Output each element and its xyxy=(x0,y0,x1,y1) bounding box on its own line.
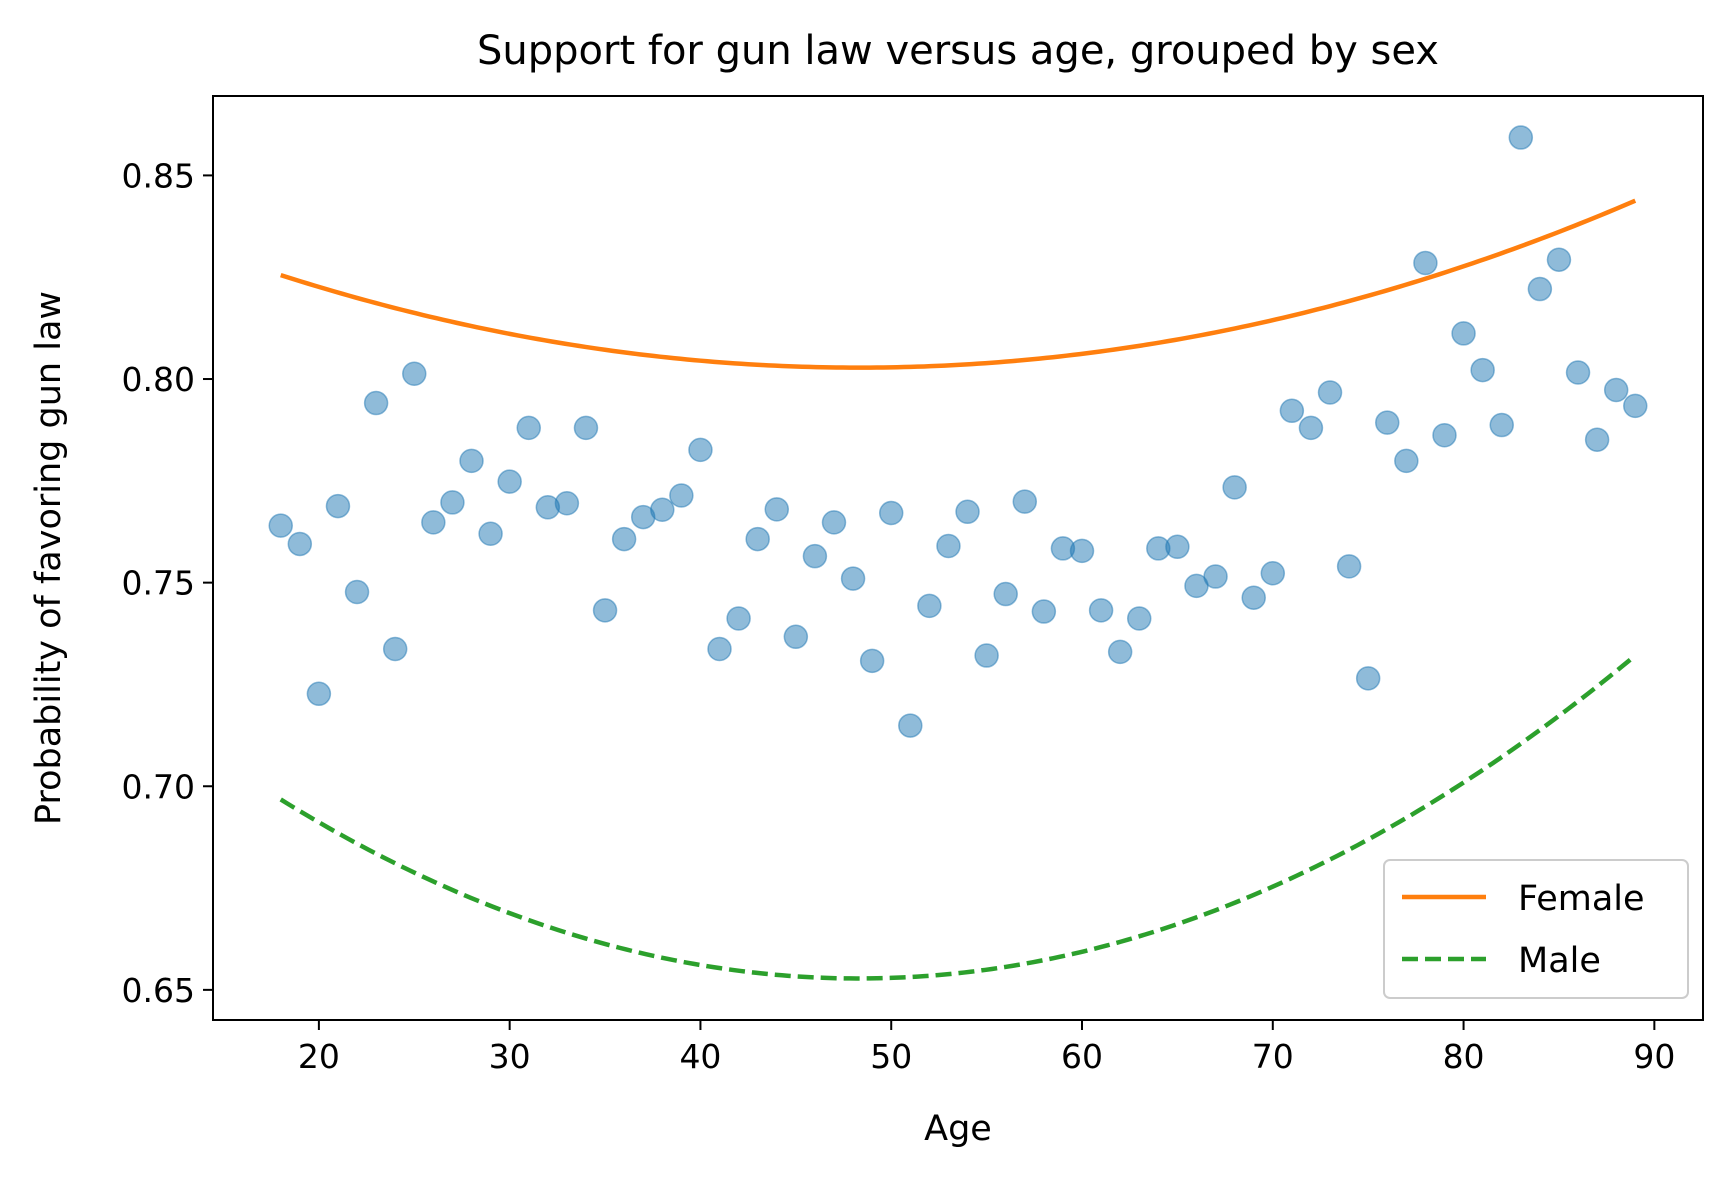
legend-female-label: Female xyxy=(1518,879,1645,919)
scatter-point xyxy=(1355,666,1381,691)
scatter-point xyxy=(1336,554,1362,579)
scatter-point xyxy=(1527,276,1553,302)
x-tick-label: 20 xyxy=(298,1037,340,1076)
scatter-point xyxy=(382,636,408,662)
scatter-point xyxy=(878,500,904,526)
scatter-point xyxy=(726,606,751,631)
scatter-point xyxy=(1012,489,1038,514)
x-tick-label: 40 xyxy=(679,1037,721,1076)
y-tick-label: 0.85 xyxy=(122,156,195,195)
scatter-point xyxy=(592,598,618,623)
plot-area xyxy=(268,125,1648,981)
scatter-point xyxy=(363,390,389,416)
scatter-point xyxy=(611,526,637,552)
scatter-point xyxy=(1317,380,1343,405)
scatter-point xyxy=(459,448,484,474)
scatter-point xyxy=(650,497,675,522)
scatter-point xyxy=(1298,415,1324,441)
scatter-point xyxy=(1565,360,1591,385)
legend-box xyxy=(1383,859,1689,999)
scatter-point xyxy=(1222,475,1247,500)
axes-frame xyxy=(212,95,1704,1021)
x-tick-label: 80 xyxy=(1443,1037,1485,1076)
scatter-point xyxy=(1107,639,1133,665)
scatter-series xyxy=(268,125,1648,738)
scatter-point xyxy=(859,648,885,674)
scatter-point xyxy=(1413,250,1438,276)
scatter-point xyxy=(974,643,999,668)
scatter-point xyxy=(1546,247,1572,272)
female-curve xyxy=(280,198,1637,370)
scatter-point xyxy=(1623,393,1648,419)
scatter-point xyxy=(669,483,694,508)
scatter-point xyxy=(1241,585,1266,610)
legend-male-label: Male xyxy=(1518,941,1601,981)
y-tick-label: 0.70 xyxy=(122,767,195,806)
scatter-point xyxy=(802,543,828,569)
scatter-point xyxy=(1432,422,1457,448)
scatter-point xyxy=(1165,534,1190,560)
y-axis-ticks: 0.65 0.70 0.75 0.80 0.85 xyxy=(122,156,213,1010)
scatter-point xyxy=(516,415,541,441)
x-axis-ticks: 20 30 40 50 60 70 80 90 xyxy=(298,1020,1675,1076)
scatter-point xyxy=(1203,564,1228,589)
scatter-point xyxy=(1451,321,1476,346)
scatter-point xyxy=(821,510,847,535)
scatter-point xyxy=(840,566,866,591)
scatter-point xyxy=(497,469,522,494)
scatter-point xyxy=(1260,561,1286,586)
scatter-point xyxy=(1394,448,1419,474)
scatter-point xyxy=(554,490,580,516)
scatter-point xyxy=(440,490,465,515)
y-tick-label: 0.65 xyxy=(122,971,195,1010)
scatter-point xyxy=(573,415,599,441)
scatter-point xyxy=(1069,538,1095,564)
scatter-point xyxy=(306,681,332,707)
x-tick-label: 30 xyxy=(489,1037,531,1076)
scatter-point xyxy=(421,510,446,535)
scatter-point xyxy=(287,531,313,557)
scatter-point xyxy=(783,624,809,650)
x-tick-label: 90 xyxy=(1633,1037,1675,1076)
scatter-point xyxy=(478,521,503,547)
scatter-point xyxy=(917,593,942,619)
x-tick-label: 70 xyxy=(1252,1037,1294,1076)
chart-title: Support for gun law versus age, grouped … xyxy=(477,28,1439,74)
x-tick-label: 60 xyxy=(1061,1037,1103,1076)
scatter-point xyxy=(955,499,980,525)
x-tick-label: 50 xyxy=(870,1037,912,1076)
scatter-point xyxy=(344,579,370,605)
scatter-point xyxy=(402,361,427,386)
scatter-point xyxy=(1088,598,1114,623)
scatter-point xyxy=(1031,599,1057,624)
scatter-point xyxy=(745,526,770,552)
scatter-point xyxy=(1470,357,1495,383)
x-axis-label: Age xyxy=(924,1109,992,1149)
scatter-point xyxy=(936,533,961,559)
y-tick-label: 0.75 xyxy=(122,564,195,603)
scatter-point xyxy=(707,636,732,662)
scatter-point xyxy=(325,493,351,519)
scatter-point xyxy=(993,581,1018,607)
scatter-point xyxy=(268,513,293,538)
scatter-point xyxy=(1126,606,1152,631)
scatter-point xyxy=(688,437,713,463)
scatter-point xyxy=(1603,377,1629,403)
scatter-point xyxy=(1584,427,1610,452)
scatter-point xyxy=(764,497,790,522)
legend: Female Male xyxy=(1383,859,1689,999)
scatter-point xyxy=(1489,412,1514,438)
scatter-point xyxy=(1375,410,1400,435)
scatter-point xyxy=(1508,125,1534,150)
scatter-point xyxy=(1279,398,1305,424)
y-tick-label: 0.80 xyxy=(122,360,195,399)
y-axis-label: Probability of favoring gun law xyxy=(29,291,69,825)
scatter-point xyxy=(898,713,923,738)
